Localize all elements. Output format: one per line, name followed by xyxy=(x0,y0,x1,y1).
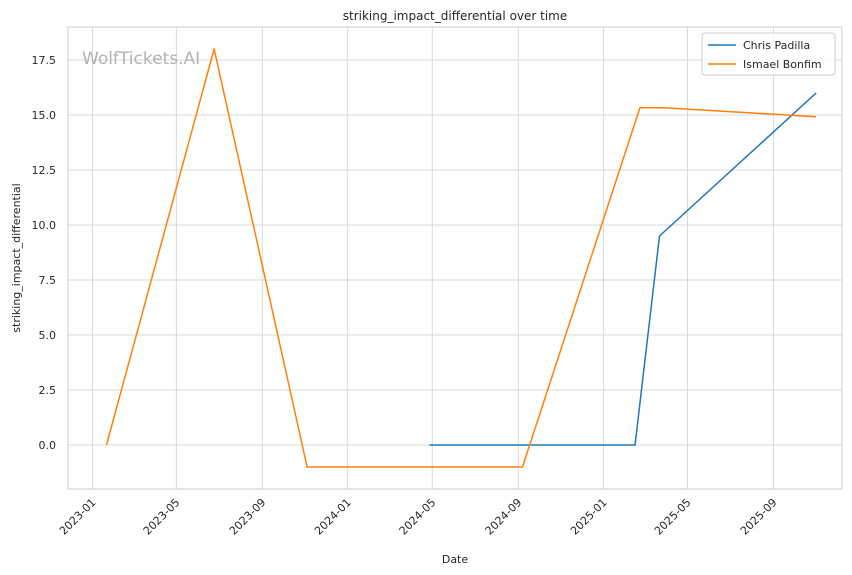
legend: Chris Padilla Ismael Bonfim xyxy=(701,32,836,76)
y-tick-label: 12.5 xyxy=(32,164,57,177)
legend-label: Ismael Bonfim xyxy=(743,58,822,71)
watermark-text: WolfTickets.AI xyxy=(82,49,200,69)
x-tick-label: 2025-05 xyxy=(652,496,694,538)
x-tick-label: 2025-01 xyxy=(568,496,610,538)
y-axis-title: striking_impact_differential xyxy=(10,183,23,332)
y-gridlines xyxy=(68,59,842,446)
y-tick-label: 5.0 xyxy=(39,329,57,342)
x-tick-label: 2023-09 xyxy=(227,496,269,538)
series-line-ismael-bonfim xyxy=(105,48,817,468)
y-tick-label: 0.0 xyxy=(39,439,57,452)
chart-title: striking_impact_differential over time xyxy=(343,9,568,23)
y-tick-label: 10.0 xyxy=(32,219,57,232)
plot-frame xyxy=(67,26,843,490)
y-tick-labels: 0.0 2.5 5.0 7.5 10.0 12.5 15.0 17.5 xyxy=(32,54,57,452)
x-axis-title: Date xyxy=(442,553,469,566)
x-tick-labels: 2023-01 2023-05 2023-09 2024-01 2024-05 2024-… xyxy=(57,496,780,538)
plot-area xyxy=(68,27,842,489)
x-tick-label: 2024-05 xyxy=(397,496,439,538)
y-tick-label: 2.5 xyxy=(39,384,57,397)
legend-label: Chris Padilla xyxy=(743,39,810,52)
x-tick-label: 2023-01 xyxy=(57,496,99,538)
x-tick-label: 2023-05 xyxy=(141,496,183,538)
series-line-chris-padilla xyxy=(429,92,817,446)
x-gridlines xyxy=(91,27,774,489)
x-tick-label: 2024-01 xyxy=(312,496,354,538)
x-tick-label: 2024-09 xyxy=(483,496,525,538)
series-layer xyxy=(105,48,817,468)
y-tick-label: 17.5 xyxy=(32,54,57,67)
y-tick-label: 7.5 xyxy=(39,274,57,287)
x-tick-label: 2025-09 xyxy=(738,496,780,538)
y-tick-label: 15.0 xyxy=(32,109,57,122)
